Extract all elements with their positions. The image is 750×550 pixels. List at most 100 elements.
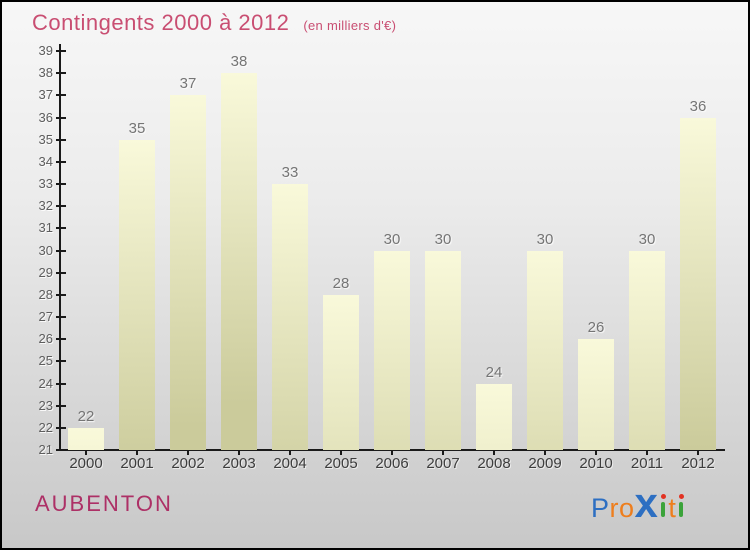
x-axis-tick [136,451,138,455]
x-axis-tick [595,451,597,455]
x-axis-tick [238,451,240,455]
bar-value-label: 30 [434,230,452,248]
logo-letter-t: t [668,493,677,523]
y-axis-tick-label: 24 [38,375,53,391]
y-axis-tick [56,116,66,119]
y-axis-tick-label: 29 [38,264,53,280]
x-axis-category-label: 2007 [426,455,460,472]
bar-2012 [680,117,716,450]
logo-i-stem [661,502,666,517]
x-axis-tick [340,451,342,455]
x-axis-tick [544,451,546,455]
bar-value-label: 28 [332,274,350,292]
y-axis-tick-label: 36 [38,109,53,125]
bar-2003 [221,73,257,450]
x-axis-tick [187,451,189,455]
bar-value-label: 37 [179,75,197,93]
bar-value-label: 33 [281,164,299,181]
y-axis-tick [56,94,66,97]
logo-letter-i [660,494,667,517]
bar-2001 [119,139,155,450]
bar-value-label: 35 [128,119,146,137]
y-axis-tick-label: 32 [38,198,53,214]
y-axis-tick-label: 37 [38,87,53,103]
x-axis-tick [697,451,699,455]
x-axis-category-label: 2008 [477,455,511,472]
x-axis-category-label: 2005 [324,455,358,472]
x-axis-category-label: 2002 [171,455,205,472]
y-axis-tick-label: 39 [38,43,53,58]
y-axis-tick [56,72,66,75]
bar-value-label: 36 [689,97,707,115]
x-axis-tick [493,451,495,455]
y-axis-tick-label: 31 [38,220,53,236]
bar-value-label: 30 [638,230,656,248]
x-axis-tick [646,451,648,455]
x-axis-category-label: 2004 [273,455,307,472]
bar-value-label: 22 [77,407,95,425]
y-axis-tick-label: 38 [38,65,53,81]
logo-i-dot [679,494,685,499]
x-axis-category-label: 2003 [222,455,256,472]
y-axis-tick [56,360,66,363]
x-axis-category-label: 2000 [69,455,103,472]
y-axis-tick [56,426,66,429]
logo-letter-r: r [609,493,620,523]
x-axis-tick [391,451,393,455]
y-axis-tick [56,249,66,252]
x-axis-category-label: 2009 [528,455,562,472]
chart-title: Contingents 2000 à 2012 [32,10,290,35]
y-axis-tick-label: 30 [38,242,53,258]
y-axis-tick-label: 25 [38,353,53,369]
y-axis-tick-label: 27 [38,309,53,324]
y-axis-tick-label: 21 [38,442,53,457]
chart-subtitle: (en milliers d'€) [303,18,397,33]
footer-location-label: AUBENTON [35,491,173,516]
logo-letter-p: P [591,493,610,523]
y-axis-tick-label: 35 [38,131,53,147]
x-axis-tick [289,451,291,455]
bar-value-label: 24 [485,363,503,381]
y-axis-tick-label: 22 [38,419,53,435]
x-axis-category-label: 2001 [120,455,154,472]
y-axis-tick [56,316,66,318]
y-axis-tick [56,449,66,451]
y-axis-tick [56,293,66,296]
bar-2006 [374,250,410,450]
bar-2000 [68,427,104,450]
y-axis-tick [56,205,66,208]
y-axis-tick-label: 26 [38,331,53,347]
x-axis-category-label: 2006 [375,455,409,472]
bar-value-label: 26 [587,319,605,337]
y-axis-tick [56,271,66,274]
bar-2005 [323,294,359,450]
x-axis-tick [85,451,87,455]
bar-2004 [272,184,308,450]
bar-2009 [527,250,563,450]
logo-letter-x: x [634,479,659,526]
x-axis-category-label: 2010 [579,455,613,472]
y-axis-tick [56,227,66,230]
bar-2011 [629,250,665,450]
bar-2002 [170,95,206,450]
logo-letter-i [678,494,685,517]
y-axis-tick-label: 28 [38,286,53,302]
y-axis-tick [56,382,66,385]
x-axis-line [57,449,725,451]
y-axis-tick [56,160,66,163]
proxiti-logo: Prox t [591,482,686,525]
chart-header: Contingents 2000 à 2012 (en milliers d'€… [32,10,396,36]
bar-value-label: 30 [383,230,401,248]
bar-2010 [578,339,614,450]
x-axis-category-label: 2012 [681,455,715,472]
y-axis-line [59,44,61,451]
bar-value-label: 30 [536,230,554,248]
x-axis-category-label: 2011 [630,455,664,472]
y-axis-tick-label: 34 [38,153,53,169]
y-axis-tick [56,138,66,141]
y-axis-tick-label: 33 [38,176,53,191]
bar-2008 [476,383,512,450]
logo-i-dot [661,494,667,499]
bar-value-label: 38 [230,53,248,71]
